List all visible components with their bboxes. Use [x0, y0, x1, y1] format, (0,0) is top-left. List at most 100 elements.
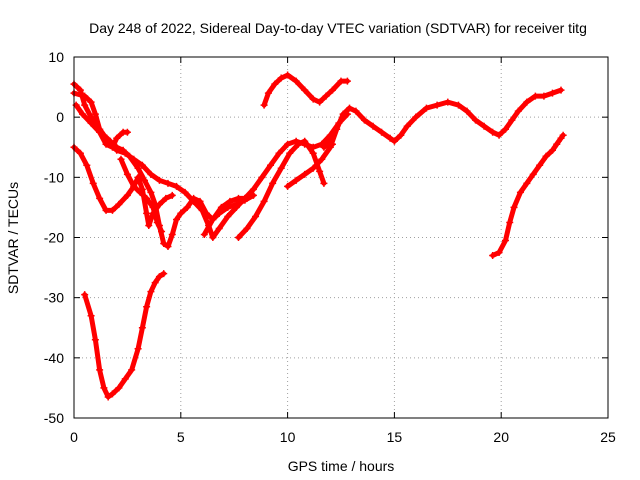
x-tick-label: 20 — [493, 429, 509, 445]
data-point — [79, 110, 87, 118]
data-point — [292, 77, 300, 85]
data-point — [337, 77, 345, 85]
data-point — [501, 125, 509, 133]
data-point — [309, 164, 317, 172]
data-point — [260, 197, 268, 205]
data-point — [286, 149, 294, 157]
data-point — [164, 243, 172, 251]
data-point — [138, 161, 146, 169]
data-point — [138, 324, 146, 332]
data-point — [143, 209, 151, 217]
data-point — [548, 89, 556, 97]
data-point — [523, 179, 531, 187]
data-point — [196, 197, 204, 205]
y-tick-label: -50 — [44, 410, 64, 426]
x-tick-label: 5 — [177, 429, 185, 445]
data-point — [155, 273, 163, 281]
data-point — [506, 218, 514, 226]
data-point — [267, 161, 275, 169]
x-tick-label: 0 — [70, 429, 78, 445]
grid — [74, 57, 608, 418]
y-tick-label: -30 — [44, 290, 64, 306]
data-point — [81, 101, 89, 109]
data-point — [529, 170, 537, 178]
data-point — [309, 149, 317, 157]
data-point — [548, 146, 556, 154]
series-track-9 — [284, 86, 565, 190]
data-point — [215, 224, 223, 232]
data-point — [557, 86, 565, 94]
data-point — [495, 131, 503, 139]
data-point — [153, 218, 161, 226]
data-point — [472, 116, 480, 124]
series-line — [321, 138, 335, 150]
data-point — [260, 101, 268, 109]
data-point — [168, 230, 176, 238]
data-point — [489, 252, 497, 260]
data-point — [104, 393, 112, 401]
data-point — [134, 173, 142, 181]
series-line — [71, 90, 256, 249]
data-point — [301, 86, 309, 94]
data-point — [76, 149, 84, 157]
series-layer — [70, 71, 567, 401]
data-point — [243, 224, 251, 232]
data-point — [378, 128, 386, 136]
data-point — [559, 131, 567, 139]
data-point — [173, 215, 181, 223]
data-point — [147, 288, 155, 296]
data-point — [292, 176, 300, 184]
data-point — [168, 191, 176, 199]
data-point — [397, 131, 405, 139]
series-line — [236, 138, 327, 240]
chart-title: Day 248 of 2022, Sidereal Day-to-day VTE… — [89, 20, 587, 36]
data-point — [328, 86, 336, 94]
data-point — [183, 203, 191, 211]
data-point — [123, 191, 131, 199]
data-point — [294, 140, 302, 148]
data-point — [252, 212, 260, 220]
y-axis-label: SDTVAR / TECUs — [5, 182, 21, 294]
data-point — [277, 74, 285, 82]
data-point — [264, 89, 272, 97]
data-point — [234, 194, 242, 202]
data-point — [328, 140, 336, 148]
data-point — [130, 182, 138, 190]
data-point — [96, 366, 104, 374]
data-point — [121, 375, 129, 383]
data-point — [301, 170, 309, 178]
data-point — [309, 95, 317, 103]
data-point — [158, 227, 166, 235]
data-point — [360, 116, 368, 124]
data-point — [102, 206, 110, 214]
data-point — [501, 237, 509, 245]
data-point — [284, 140, 292, 148]
series-track-6 — [81, 270, 168, 401]
x-tick-label: 25 — [600, 429, 616, 445]
data-point — [100, 384, 108, 392]
data-point — [134, 164, 142, 172]
data-point — [108, 143, 116, 151]
data-point — [508, 116, 516, 124]
data-point — [81, 291, 89, 299]
data-point — [316, 98, 324, 106]
data-point — [510, 203, 518, 211]
data-point — [258, 173, 266, 181]
data-point — [155, 176, 163, 184]
data-point — [275, 149, 283, 157]
data-point — [536, 161, 544, 169]
data-point — [91, 110, 99, 118]
data-point — [147, 188, 155, 196]
data-point — [489, 128, 497, 136]
data-point — [102, 140, 110, 148]
data-point — [320, 179, 328, 187]
data-point — [128, 366, 136, 374]
data-point — [540, 92, 548, 100]
y-tick-label: -10 — [44, 169, 64, 185]
data-point — [412, 113, 420, 121]
data-point — [198, 206, 206, 214]
data-point — [136, 188, 144, 196]
data-point — [232, 203, 240, 211]
y-tick-label: 10 — [48, 49, 64, 65]
